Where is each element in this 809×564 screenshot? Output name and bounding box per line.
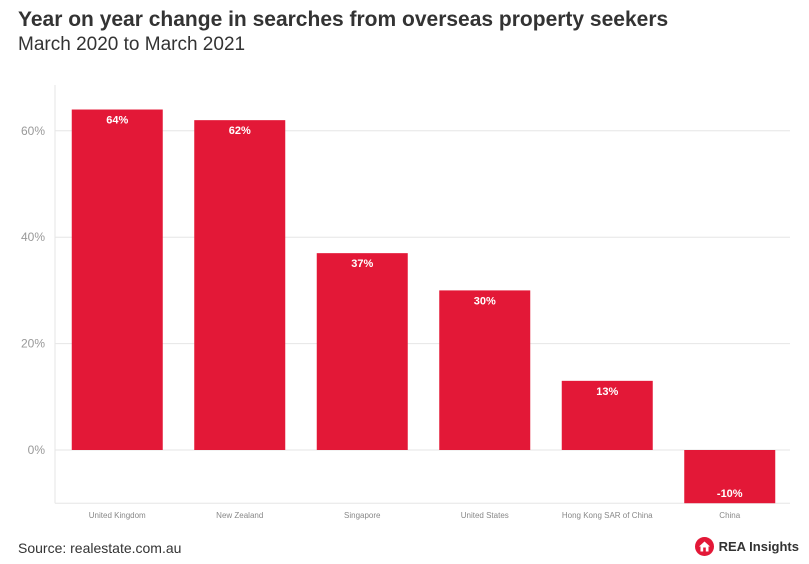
bar-chart: 0% 20% 40% 60% 64% United Kingdom 62% New Zeala… — [21, 85, 790, 520]
data-label: 62% — [229, 125, 251, 137]
y-tick-label: 0% — [28, 443, 46, 457]
bar — [316, 253, 408, 450]
y-tick-label: 20% — [21, 337, 45, 351]
bar — [561, 380, 653, 450]
chart-subtitle: March 2020 to March 2021 — [18, 34, 246, 55]
house-icon — [694, 537, 714, 556]
chart-title: Year on year change in searches from ove… — [18, 8, 669, 31]
data-label: -10% — [717, 488, 743, 500]
bar — [71, 109, 163, 451]
x-tick-label: China — [719, 511, 740, 520]
source-note: Source: realestate.com.au — [18, 540, 182, 556]
x-tick-label: United States — [461, 511, 509, 520]
bar — [684, 450, 776, 504]
brand-name: REA Insights — [718, 539, 799, 554]
brand: REA Insights — [694, 537, 799, 556]
y-tick-label: 40% — [21, 230, 45, 244]
bar — [194, 120, 286, 450]
x-tick-label: United Kingdom — [89, 511, 146, 520]
x-tick-label: Hong Kong SAR of China — [562, 511, 653, 520]
y-tick-label: 60% — [21, 124, 45, 138]
x-tick-label: New Zealand — [216, 511, 263, 520]
data-label: 13% — [596, 386, 618, 398]
bar — [439, 290, 531, 450]
data-label: 37% — [351, 258, 373, 270]
x-tick-label: Singapore — [344, 511, 381, 520]
data-label: 64% — [106, 115, 128, 127]
data-label: 30% — [474, 295, 496, 307]
